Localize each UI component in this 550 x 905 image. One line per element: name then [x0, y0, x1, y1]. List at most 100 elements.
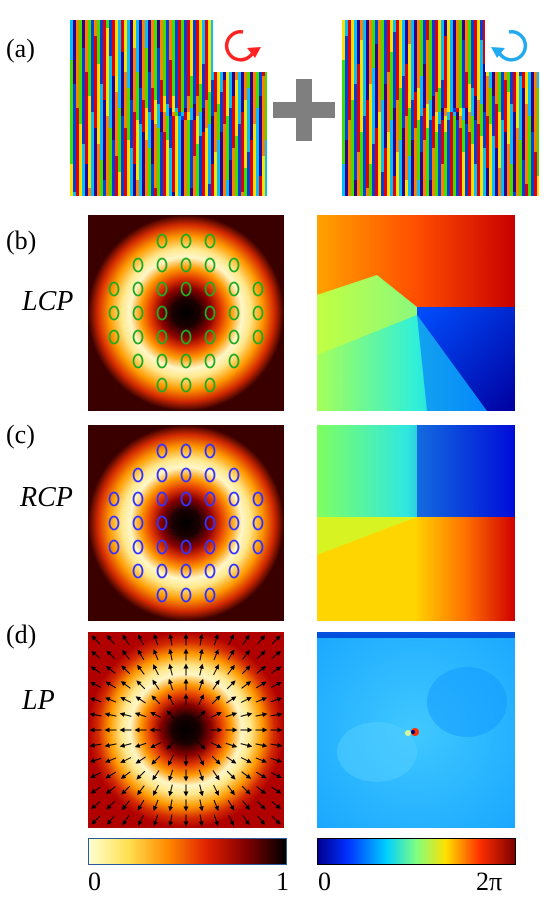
polarization-arrow: [91, 801, 101, 810]
polarization-ellipse: [204, 353, 216, 369]
polarization-arrow: [212, 679, 220, 690]
polarization-ellipse: [204, 233, 216, 249]
polarization-arrow: [135, 756, 146, 764]
polarization-arrow: [121, 665, 131, 675]
polarization-arrow: [105, 665, 116, 674]
label-c: (c): [6, 420, 35, 449]
polarization-arrow: [135, 696, 146, 704]
polarization-arrow: [255, 742, 268, 748]
polarization-ellipse: [180, 587, 192, 603]
polarization-ellipse: [252, 515, 264, 531]
polarization-arrow: [255, 697, 268, 703]
polarization-arrow: [121, 800, 130, 811]
polarization-arrow: [210, 712, 222, 718]
label-d: (d): [6, 620, 37, 649]
polarization-arrow: [151, 695, 161, 705]
polarization-arrow: [271, 650, 281, 659]
polarization-arrow: [152, 770, 160, 781]
polarization-arrow: [227, 785, 235, 796]
polarization-arrow: [106, 800, 116, 810]
polarization-arrow: [153, 814, 159, 827]
intensity-colorbar: [88, 838, 287, 865]
polarization-ellipse: [132, 353, 144, 369]
polarization-arrow: [122, 634, 130, 645]
polarization-arrow: [138, 634, 144, 646]
polarization-arrow: [120, 757, 132, 763]
polarization-ellipse: [228, 257, 240, 273]
polarization-arrow: [242, 649, 251, 660]
polarization-ellipse: [156, 467, 168, 483]
lcp-intensity-panel: [88, 215, 284, 411]
polarization-arrow: [168, 799, 174, 812]
polarization-arrow: [213, 814, 219, 827]
polarization-ellipse: [108, 491, 120, 507]
intensity-max-label: 1: [276, 867, 289, 896]
polarization-ellipse: [156, 377, 168, 393]
polarization-arrow: [134, 712, 147, 718]
polarization-arrow: [168, 648, 174, 661]
polarization-arrow: [241, 771, 252, 779]
polarization-arrow: [153, 648, 159, 661]
polarization-arrow: [271, 635, 281, 645]
polarization-ellipse: [228, 281, 240, 297]
polarization-arrow: [198, 633, 204, 646]
polarization-ellipse: [228, 329, 240, 345]
polarization-ellipse: [132, 329, 144, 345]
polarization-arrow: [196, 740, 206, 750]
polarization-arrow: [228, 634, 234, 646]
polarization-arrow: [270, 772, 282, 778]
polarization-arrow: [91, 650, 101, 659]
polarization-ellipse: [228, 539, 240, 555]
polarization-arrow: [105, 771, 116, 779]
polarization-arrow: [198, 678, 204, 691]
polarization-arrow: [240, 742, 253, 748]
polarization-arrow: [226, 696, 237, 704]
polarization-ellipse: [108, 329, 120, 345]
polarization-ellipse: [228, 491, 240, 507]
polarization-ellipse: [252, 305, 264, 321]
polarization-arrow: [211, 695, 221, 705]
polarization-ellipse: [204, 257, 216, 273]
polarization-arrow: [255, 757, 268, 763]
polarization-arrow: [168, 814, 174, 827]
polarization-arrow: [213, 784, 219, 796]
polarization-arrow: [271, 801, 281, 810]
polarization-arrow: [270, 757, 283, 763]
polarization-arrow: [256, 771, 267, 779]
polarization-ellipse: [132, 539, 144, 555]
polarization-arrow: [150, 742, 162, 748]
polarization-arrow: [256, 650, 266, 660]
polarization-arrow: [104, 712, 117, 718]
plus-icon: [273, 79, 335, 141]
polarization-ellipse: [180, 353, 192, 369]
polarization-arrow: [228, 814, 234, 826]
polarization-arrow: [166, 710, 176, 720]
polarization-ellipse: [204, 377, 216, 393]
polarization-arrow: [271, 666, 282, 674]
polarization-arrow: [137, 785, 145, 796]
polarization-arrow: [105, 681, 116, 689]
polarization-ellipse: [228, 563, 240, 579]
polarization-arrow: [256, 800, 266, 810]
phase-colorbar: [317, 838, 516, 865]
polarization-arrow: [152, 679, 160, 690]
polarization-arrow: [227, 649, 235, 660]
polarization-arrow: [90, 682, 102, 688]
polarization-arrow: [242, 800, 251, 811]
polarization-arrow: [198, 799, 204, 812]
polarization-arrow: [89, 742, 102, 748]
phase-max-label: 2π: [476, 867, 503, 896]
polarization-ellipse: [204, 539, 216, 555]
polarization-ellipse: [228, 515, 240, 531]
polarization-ellipse: [228, 467, 240, 483]
polarization-arrow: [257, 635, 266, 645]
polarization-arrow: [121, 649, 130, 660]
polarization-arrow: [226, 680, 236, 690]
polarization-ellipse: [180, 377, 192, 393]
polarization-arrow: [225, 712, 238, 718]
polarization-ellipse: [180, 443, 192, 459]
polarization-ellipse: [180, 233, 192, 249]
polarization-ellipse: [132, 257, 144, 273]
polarization-arrow: [104, 742, 117, 748]
polarization-ellipse: [204, 467, 216, 483]
